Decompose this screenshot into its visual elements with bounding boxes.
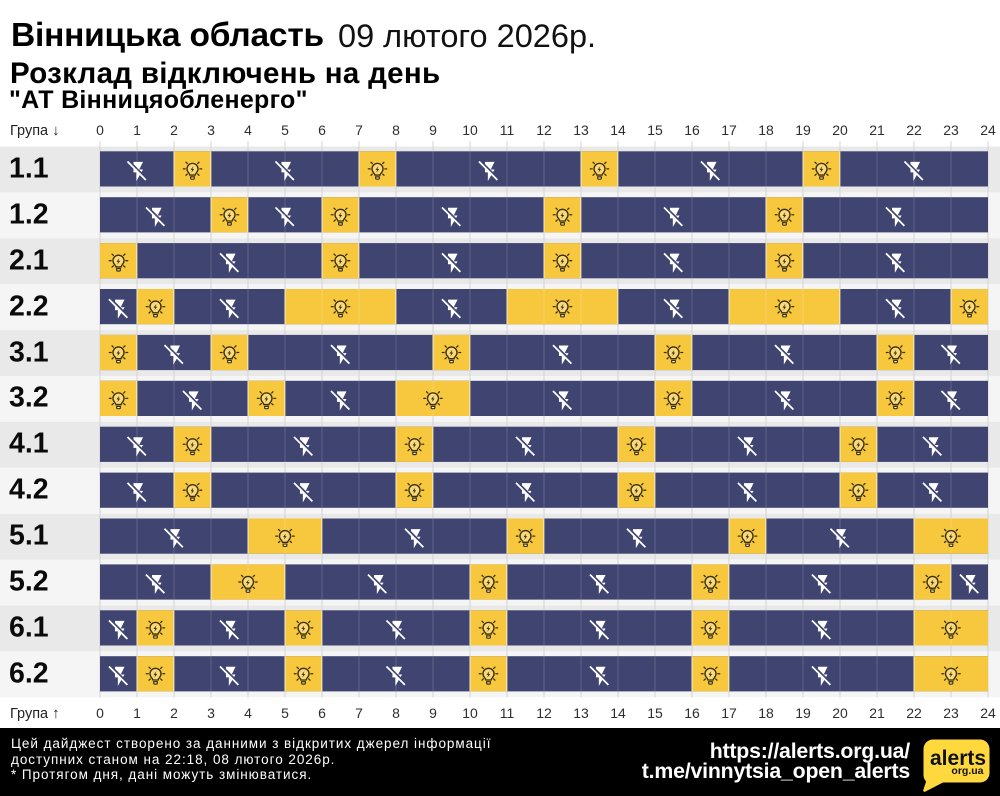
svg-text:org.ua: org.ua: [951, 765, 983, 777]
svg-text:alerts: alerts: [930, 747, 986, 770]
